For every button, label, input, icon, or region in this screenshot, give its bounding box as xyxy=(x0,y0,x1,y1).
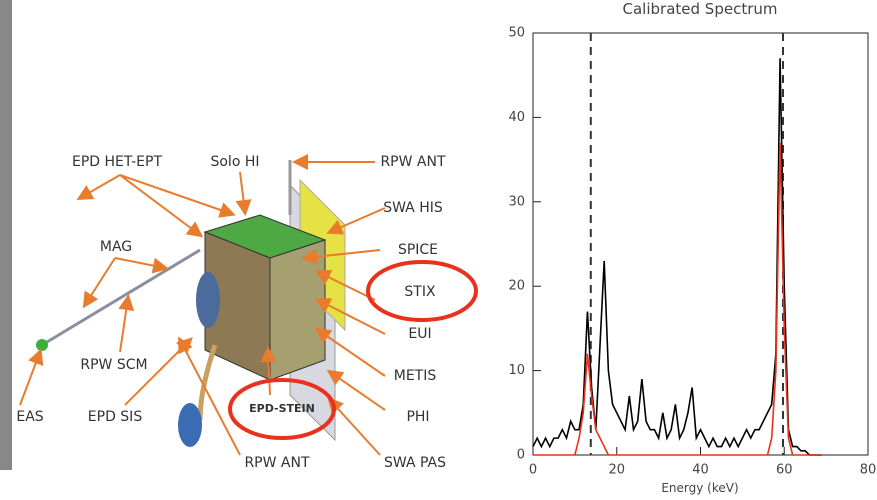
component-label: METIS xyxy=(394,368,437,384)
component-label: EPD-STEIN xyxy=(249,402,315,415)
component-label: Solo HI xyxy=(210,154,259,170)
x-tick-label: 0 xyxy=(529,463,537,478)
component-label: SWA PAS xyxy=(384,455,446,471)
component-label: EAS xyxy=(16,409,43,425)
chart-title: Calibrated Spectrum xyxy=(623,0,778,18)
x-tick-label: 20 xyxy=(608,463,625,478)
highlight-epd-stein xyxy=(228,378,336,440)
component-label: MAG xyxy=(100,239,132,255)
component-label: STIX xyxy=(404,284,436,300)
series-line xyxy=(532,58,822,456)
y-tick-label: 40 xyxy=(508,110,525,125)
series-line xyxy=(533,142,822,456)
component-label: RPW ANT xyxy=(244,455,310,471)
x-tick-label: 40 xyxy=(692,463,709,478)
component-label: SWA HIS xyxy=(383,200,443,216)
component-label: EPD SIS xyxy=(88,409,143,425)
x-axis-label: Energy (keV) xyxy=(661,481,738,495)
x-tick-label: 80 xyxy=(860,463,877,478)
y-tick-label: 10 xyxy=(508,363,525,378)
arrows xyxy=(19,154,386,456)
component-label: EPD HET-EPT xyxy=(72,154,162,170)
y-tick-label: 30 xyxy=(508,194,525,209)
labels: EPD HET-EPT Solo HI RPW ANT SWA HIS MAG SPICE… xyxy=(16,154,446,471)
component-label: EUI xyxy=(408,326,431,342)
spacecraft xyxy=(36,160,346,447)
x-tick-label: 60 xyxy=(776,463,793,478)
component-label: RPW SCM xyxy=(80,357,147,373)
component-label: RPW ANT xyxy=(380,154,446,170)
background-strip xyxy=(0,0,12,470)
component-label: PHI xyxy=(406,409,429,425)
y-tick-label: 0 xyxy=(517,448,525,463)
component-label: SPICE xyxy=(398,242,438,258)
y-tick-label: 20 xyxy=(508,279,525,294)
y-tick-label: 50 xyxy=(508,26,525,41)
highlight-stix xyxy=(366,260,478,322)
spectrum-chart: Calibrated Spectrum Energy (keV) 0 10 20 30… xyxy=(508,0,876,495)
